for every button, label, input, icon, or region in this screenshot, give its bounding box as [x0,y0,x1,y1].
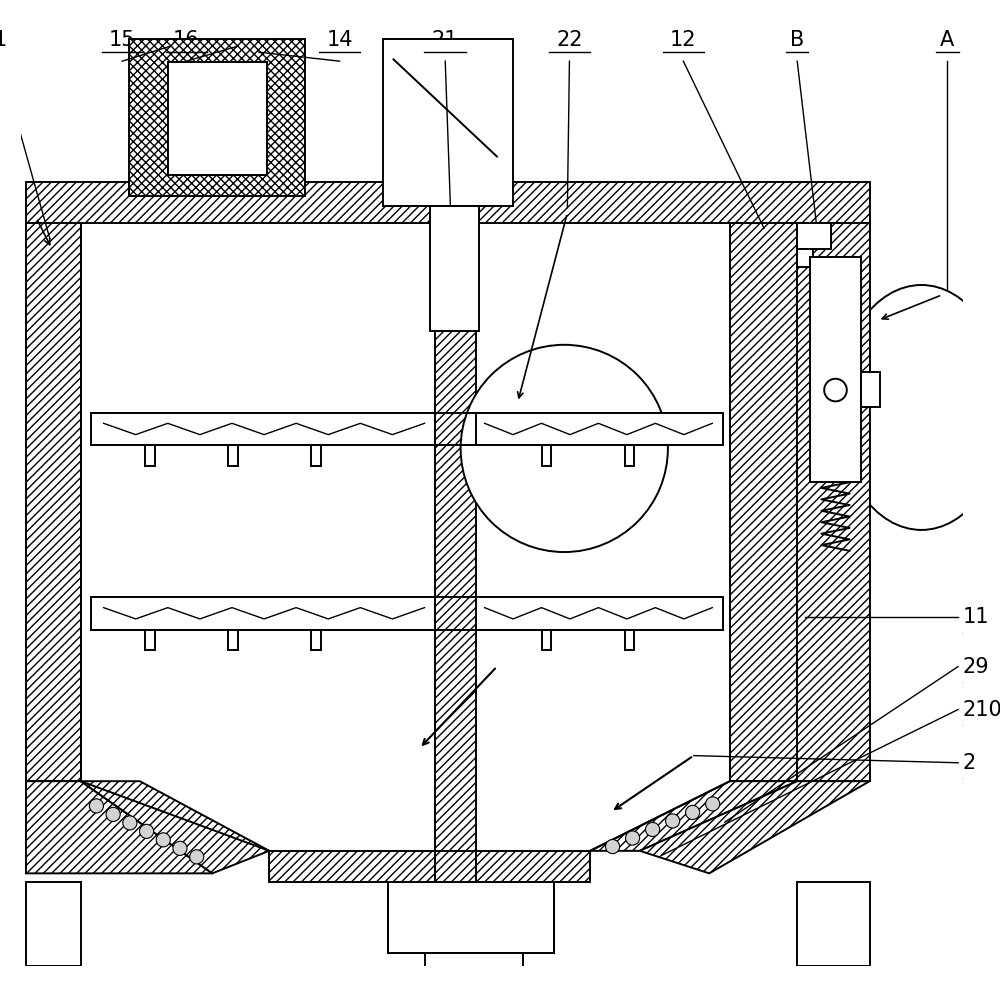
Text: A: A [940,30,954,49]
Bar [168,62,267,175]
Text: 1: 1 [0,30,7,49]
Polygon shape [640,781,870,873]
Bar [435,330,476,881]
Bar [129,39,305,196]
Ellipse shape [837,285,1000,530]
Bar [91,412,435,445]
Bar [625,445,634,466]
Bar [145,445,155,466]
Circle shape [606,840,620,854]
Polygon shape [26,182,870,224]
Text: B: B [790,30,804,49]
Circle shape [173,842,187,855]
Polygon shape [730,224,797,781]
Bar [797,249,813,267]
Bar [383,39,513,206]
Text: 22: 22 [556,30,583,49]
Circle shape [156,833,170,847]
Circle shape [626,831,640,845]
Polygon shape [590,781,797,851]
Bar [145,630,155,651]
Circle shape [706,797,720,811]
Circle shape [106,807,120,822]
Bar [311,630,321,651]
Circle shape [686,805,700,820]
Polygon shape [81,781,269,873]
Text: 12: 12 [670,30,697,49]
Bar [91,597,435,630]
Bar [797,881,870,965]
Text: 210: 210 [963,699,1000,720]
Bar [476,597,723,630]
Text: 16: 16 [173,30,200,49]
Bar [476,412,723,445]
Text: 21: 21 [432,30,458,49]
Text: 29: 29 [963,657,989,676]
Text: 11: 11 [963,607,989,627]
Circle shape [461,345,668,552]
Bar [625,630,634,651]
Circle shape [89,799,104,813]
Circle shape [190,850,204,864]
Bar [542,630,551,651]
Polygon shape [269,851,590,881]
Bar [425,953,523,976]
Bar [430,206,479,330]
Circle shape [140,824,154,839]
Bar [228,630,238,651]
Bar [542,445,551,466]
Circle shape [646,823,660,837]
Polygon shape [797,224,870,781]
Bar [861,372,880,407]
Bar [26,881,81,965]
Circle shape [123,816,137,830]
Bar [810,257,861,483]
Polygon shape [26,224,81,781]
Bar [228,445,238,466]
Bar [311,445,321,466]
Text: 14: 14 [326,30,353,49]
Polygon shape [81,224,730,781]
Circle shape [666,814,680,828]
Bar [388,881,554,953]
Polygon shape [26,781,212,873]
Text: 15: 15 [109,30,135,49]
Circle shape [824,379,847,402]
Text: 2: 2 [963,753,976,772]
Bar [797,224,831,249]
